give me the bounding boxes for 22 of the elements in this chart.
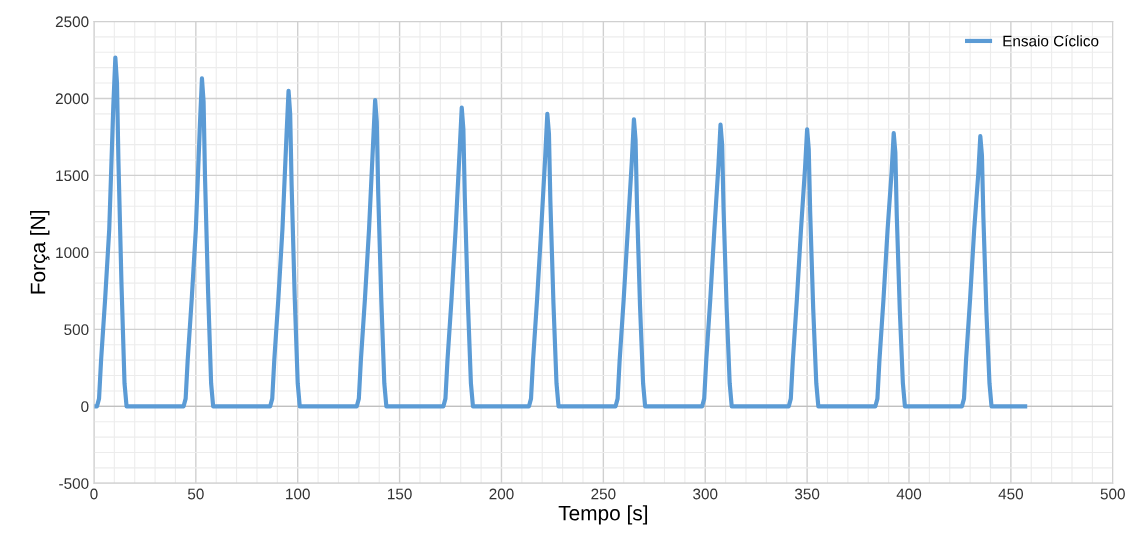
x-tick-label: 450 <box>998 488 1024 500</box>
y-tick-label: 1000 <box>56 247 89 259</box>
x-tick-label: 200 <box>489 488 514 500</box>
x-tick-label: 500 <box>1100 488 1125 500</box>
x-tick-label: 0 <box>90 488 98 500</box>
x-tick-label: 400 <box>896 488 922 500</box>
x-tick-label: 350 <box>794 488 820 500</box>
y-tick-label: 1500 <box>56 170 89 182</box>
x-tick-label: 150 <box>388 488 412 500</box>
y-tick-label: -500 <box>59 478 89 489</box>
x-tick-label: 50 <box>187 488 204 500</box>
x-tick-label: 300 <box>693 488 718 500</box>
x-axis-title: Tempo [s] <box>558 505 648 525</box>
x-tick-label: 250 <box>591 488 616 500</box>
line-series <box>93 55 1028 409</box>
legend-label: Ensaio Cíclico <box>1003 35 1099 47</box>
y-tick-label: 0 <box>81 401 89 413</box>
y-tick-label: 2000 <box>55 93 89 105</box>
y-axis-title: Força [N] <box>30 211 50 294</box>
y-tick-label: 2500 <box>55 16 89 28</box>
x-tick-label: 100 <box>286 488 310 500</box>
y-tick-label: 500 <box>64 324 89 336</box>
